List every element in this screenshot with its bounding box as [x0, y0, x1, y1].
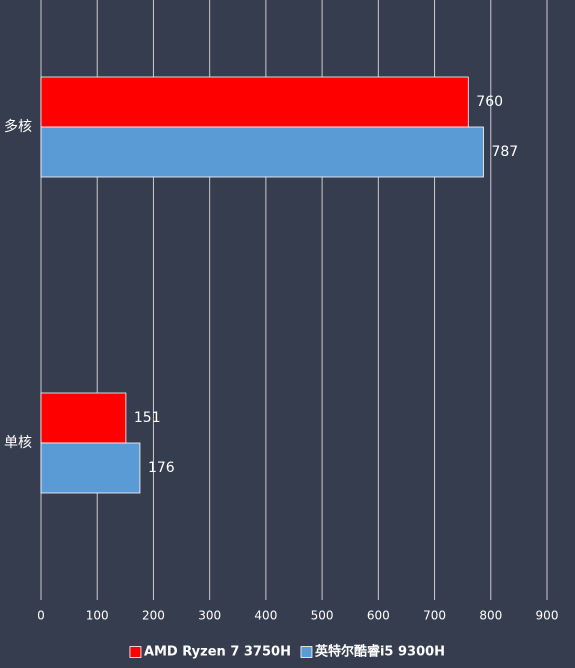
- legend-label: AMD Ryzen 7 3750H: [144, 645, 291, 660]
- legend-swatch: [300, 646, 313, 658]
- x-tick-label: 600: [367, 609, 390, 623]
- y-tick-label: 单核: [4, 435, 32, 451]
- data-label: 151: [134, 410, 161, 426]
- data-label: 760: [476, 94, 503, 110]
- x-tick-label: 200: [142, 609, 165, 623]
- x-tick-label: 0: [37, 609, 45, 623]
- bar: [40, 442, 141, 494]
- legend-swatch: [129, 646, 142, 658]
- x-tick-label: 900: [536, 609, 559, 623]
- data-label: 176: [148, 460, 175, 476]
- bar: [40, 126, 484, 178]
- legend-label: 英特尔酷睿i5 9300H: [314, 644, 445, 660]
- data-label: 787: [491, 144, 518, 160]
- bar: [40, 76, 469, 128]
- bar: [40, 392, 127, 444]
- y-tick-label: 多核: [4, 118, 32, 135]
- x-tick-label: 400: [254, 609, 277, 623]
- x-tick-label: 300: [198, 609, 221, 623]
- x-tick-label: 800: [479, 609, 502, 623]
- x-tick-label: 700: [423, 609, 446, 623]
- x-tick-label: 500: [311, 609, 334, 623]
- x-tick-label: 100: [86, 609, 109, 623]
